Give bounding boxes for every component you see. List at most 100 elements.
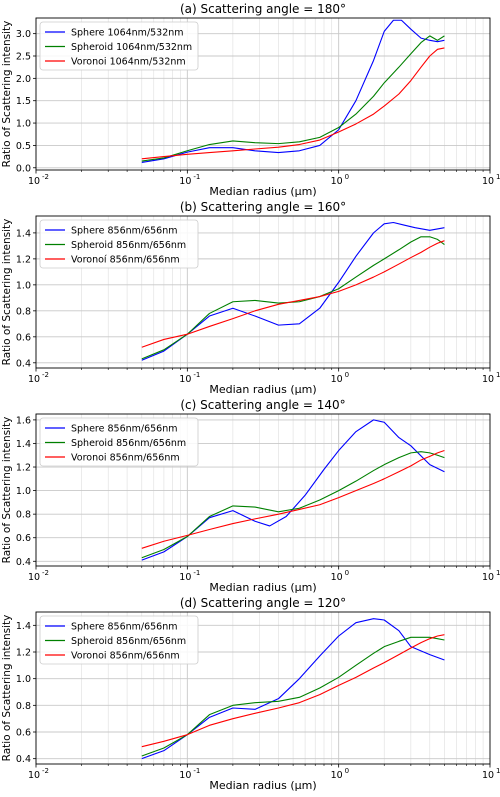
series-line-voronoi xyxy=(141,634,445,748)
y-tick-label: 0.5 xyxy=(16,141,31,152)
y-tick-label: 2.0 xyxy=(16,74,31,85)
chart-panel-2: 0.40.60.81.01.21.41.610 -2 10 -1 10 0 10 1(c) S… xyxy=(1,398,500,594)
y-axis-label: Ratio of Scattering intensity xyxy=(1,219,13,366)
x-tick-exponent: 0 xyxy=(345,173,349,181)
series-line-spheroid xyxy=(141,451,445,559)
x-tick-label: 10 xyxy=(482,572,494,583)
legend-label: Sphere 1064nm/532nm xyxy=(71,28,184,39)
x-tick-label: 10 xyxy=(331,770,343,781)
chart-title: (c) Scattering angle = 140° xyxy=(180,398,345,412)
x-tick-label: 10 xyxy=(28,176,40,187)
series-line-spheroid xyxy=(141,236,445,360)
x-axis-label: Median radius (μm) xyxy=(209,383,316,396)
legend-label: Spheroid 856nm/656nm xyxy=(71,438,186,449)
y-tick-label: 0.6 xyxy=(16,533,31,544)
y-tick-label: 1.0 xyxy=(16,280,31,291)
y-axis-label: Ratio of Scattering intensity xyxy=(1,417,13,564)
y-tick-label: 1.2 xyxy=(16,648,31,659)
legend-label: Spheroid 856nm/656nm xyxy=(71,240,186,251)
x-axis-label: Median radius (μm) xyxy=(209,779,316,792)
chart-panel-0: 0.00.51.01.52.02.53.010 -2 10 -1 10 0 10 1(a) S… xyxy=(1,2,500,198)
series-line-voronoi xyxy=(141,450,445,549)
series-line-spheroid xyxy=(141,35,445,162)
x-tick-exponent: -2 xyxy=(42,569,49,577)
x-tick-exponent: 0 xyxy=(345,371,349,379)
y-tick-label: 0.4 xyxy=(16,557,31,568)
x-tick-exponent: -2 xyxy=(42,371,49,379)
legend: Sphere 1064nm/532nm Spheroid 1064nm/532nm… xyxy=(39,21,199,71)
axes-frame xyxy=(35,611,491,765)
legend-box xyxy=(39,615,199,665)
x-tick-label: 10 xyxy=(482,176,494,187)
y-tick-label: 1.5 xyxy=(16,96,31,107)
legend-label: Voronoi 856nm/656nm xyxy=(71,453,180,464)
legend: Sphere 856nm/656nm Spheroid 856nm/656nm Vo… xyxy=(39,219,199,269)
y-tick-label: 1.4 xyxy=(16,439,31,450)
chart-title: (d) Scattering angle = 120° xyxy=(180,596,346,610)
legend-box xyxy=(39,219,199,269)
y-tick-label: 2.5 xyxy=(16,52,31,63)
x-tick-exponent: 0 xyxy=(345,569,349,577)
legend: Sphere 856nm/656nm Spheroid 856nm/656nm Vo… xyxy=(39,417,199,467)
y-tick-label: 1.2 xyxy=(16,463,31,474)
chart-panel-3: 0.40.60.81.01.21.410 -2 10 -1 10 0 10 1(d) Scat… xyxy=(1,596,500,792)
x-tick-exponent: -1 xyxy=(193,371,200,379)
legend-label: Sphere 856nm/656nm xyxy=(71,424,178,435)
chart-panel-1: 0.40.60.81.01.21.410 -2 10 -1 10 0 10 1(b) Scat… xyxy=(1,200,500,396)
y-tick-label: 0.8 xyxy=(16,510,31,521)
x-tick-exponent: 1 xyxy=(496,173,500,181)
axes-frame xyxy=(35,215,491,369)
y-tick-label: 3.0 xyxy=(16,29,31,40)
y-tick-label: 0.0 xyxy=(16,163,31,174)
axes-frame xyxy=(35,413,491,567)
y-tick-label: 0.4 xyxy=(16,358,31,369)
y-tick-label: 0.8 xyxy=(16,306,31,317)
x-tick-label: 10 xyxy=(179,176,191,187)
x-tick-exponent: 0 xyxy=(345,767,349,775)
chart-title: (a) Scattering angle = 180° xyxy=(180,2,346,16)
x-tick-label: 10 xyxy=(331,176,343,187)
legend-label: Voronoi 1064nm/532nm xyxy=(71,57,186,68)
y-tick-label: 1.0 xyxy=(16,119,31,130)
x-tick-label: 10 xyxy=(28,770,40,781)
chart-title: (b) Scattering angle = 160° xyxy=(180,200,346,214)
x-tick-exponent: 1 xyxy=(496,767,500,775)
x-tick-label: 10 xyxy=(28,572,40,583)
x-tick-label: 10 xyxy=(179,770,191,781)
legend-label: Voronoi 856nm/656nm xyxy=(71,651,180,662)
y-tick-label: 0.4 xyxy=(16,754,31,765)
x-tick-exponent: -1 xyxy=(193,767,200,775)
series-line-sphere xyxy=(141,419,445,561)
legend: Sphere 856nm/656nm Spheroid 856nm/656nm Vo… xyxy=(39,615,199,665)
y-tick-label: 1.0 xyxy=(16,486,31,497)
x-tick-label: 10 xyxy=(179,572,191,583)
x-tick-exponent: -1 xyxy=(193,569,200,577)
x-axis-label: Median radius (μm) xyxy=(209,581,316,594)
x-tick-label: 10 xyxy=(482,770,494,781)
x-tick-label: 10 xyxy=(28,374,40,385)
y-tick-label: 1.4 xyxy=(16,228,31,239)
x-tick-exponent: -1 xyxy=(193,173,200,181)
x-tick-label: 10 xyxy=(331,572,343,583)
x-tick-exponent: 1 xyxy=(496,569,500,577)
legend-label: Spheroid 1064nm/532nm xyxy=(71,42,192,53)
y-tick-label: 1.4 xyxy=(16,621,31,632)
legend-label: Sphere 856nm/656nm xyxy=(71,226,178,237)
legend-box xyxy=(39,417,199,467)
legend-label: Voronoí 856nm/656nm xyxy=(71,255,180,266)
y-tick-label: 0.6 xyxy=(16,332,31,343)
legend-box xyxy=(39,21,199,71)
series-line-sphere xyxy=(141,618,445,760)
x-tick-label: 10 xyxy=(482,374,494,385)
x-tick-label: 10 xyxy=(179,374,191,385)
y-tick-label: 1.2 xyxy=(16,254,31,265)
y-tick-label: 1.6 xyxy=(16,415,31,426)
x-axis-label: Median radius (μm) xyxy=(209,185,316,198)
series-line-sphere xyxy=(141,221,445,361)
y-tick-label: 1.0 xyxy=(16,674,31,685)
series-line-spheroid xyxy=(141,636,445,757)
legend-label: Spheroid 856nm/656nm xyxy=(71,636,186,647)
legend-label: Sphere 856nm/656nm xyxy=(71,622,178,633)
series-line-voronoi xyxy=(141,47,445,160)
